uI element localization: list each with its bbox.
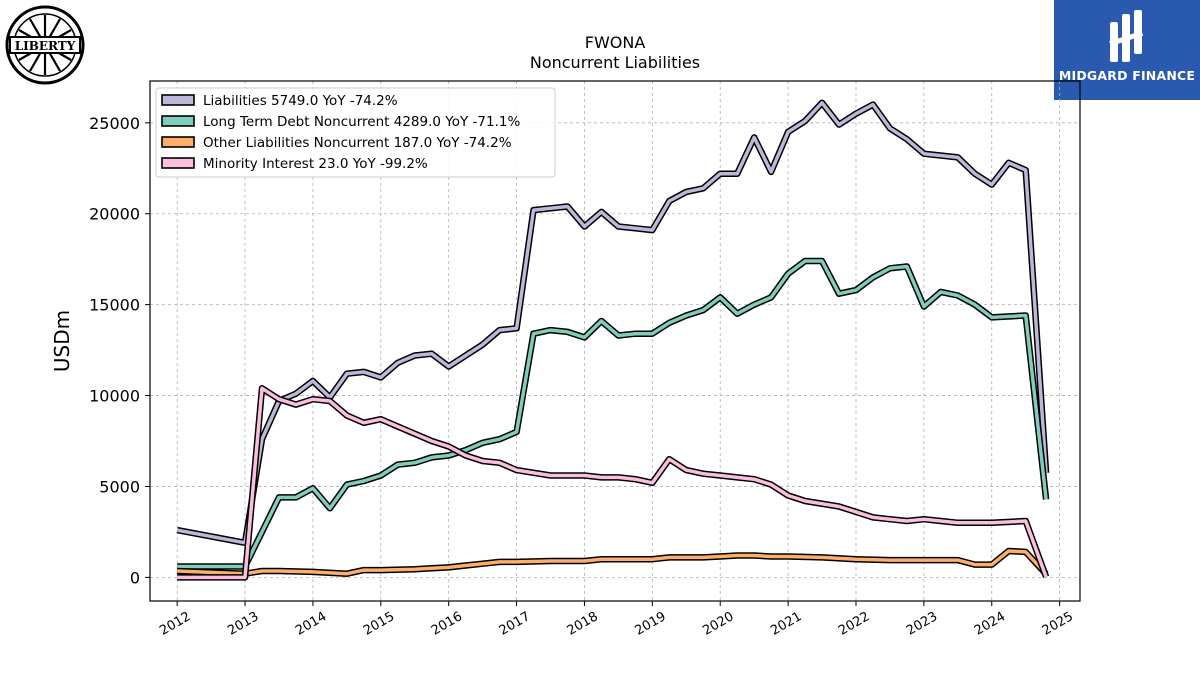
liberty-logo-text: LIBERTY (15, 39, 76, 53)
midgard-finance-logo: MIDGARD FINANCE (1054, 0, 1200, 100)
y-tick-label: 20000 (89, 205, 140, 224)
x-tick-label: 2012 (157, 609, 193, 639)
x-tick-label: 2020 (700, 609, 736, 639)
chart-title: FWONA (585, 33, 646, 52)
series-outline (177, 385, 1050, 581)
series-line (177, 386, 1048, 580)
x-tick-label: 2019 (633, 609, 669, 639)
legend-swatch (161, 115, 195, 127)
liberty-logo: LIBERTY (4, 4, 86, 86)
series-other-liabilities-noncurrent (177, 547, 1049, 577)
chart-subtitle: Noncurrent Liabilities (530, 53, 700, 72)
x-tick-label: 2016 (429, 609, 465, 639)
x-tick-label: 2013 (225, 609, 261, 639)
y-tick-label: 0 (130, 568, 140, 587)
series-long-term-debt-noncurrent (177, 257, 1050, 570)
y-tick-label: 5000 (99, 477, 140, 496)
legend-label: Minority Interest 23.0 YoY -99.2% (203, 156, 428, 172)
midgard-finance-logo-text: MIDGARD FINANCE (1058, 68, 1196, 83)
y-tick-label: 10000 (89, 387, 140, 406)
series-line (177, 259, 1048, 569)
series-line (177, 549, 1048, 576)
grid (150, 81, 1080, 601)
x-tick-label: 2024 (972, 609, 1008, 639)
legend-label: Liabilities 5749.0 YoY -74.2% (203, 93, 398, 109)
y-tick-label: 15000 (89, 296, 140, 315)
x-ticks: 2012 2013 2014 2015 2016 2017 2018 2019 2020 2021… (157, 601, 1076, 639)
y-ticks: 0 5000 10000 15000 20000 25000 (89, 114, 150, 587)
x-tick-label: 2022 (836, 609, 872, 639)
series-liabilities (176, 99, 1050, 547)
series-minority-interest (177, 385, 1050, 581)
series-lines (176, 99, 1050, 581)
x-tick-label: 2023 (904, 609, 940, 639)
series-line (176, 101, 1048, 545)
y-axis-label: USDm (50, 310, 74, 372)
x-tick-label: 2015 (361, 609, 397, 639)
x-tick-label: 2021 (768, 609, 804, 639)
legend-swatch (161, 157, 195, 169)
legend-swatch (161, 136, 195, 148)
legend-box (155, 87, 556, 178)
legend: Liabilities 5749.0 YoY -74.2% Long Term D… (155, 87, 556, 178)
x-tick-label: 2017 (497, 609, 533, 639)
x-tick-label: 2014 (293, 609, 329, 639)
y-tick-label: 25000 (89, 114, 140, 133)
legend-label: Other Liabilities Noncurrent 187.0 YoY -… (203, 135, 512, 151)
legend-swatch (161, 94, 195, 106)
x-tick-label: 2018 (565, 609, 601, 639)
x-tick-label: 2025 (1040, 609, 1076, 639)
legend-label: Long Term Debt Noncurrent 4289.0 YoY -71… (203, 114, 520, 130)
plot-frame (149, 80, 1081, 602)
